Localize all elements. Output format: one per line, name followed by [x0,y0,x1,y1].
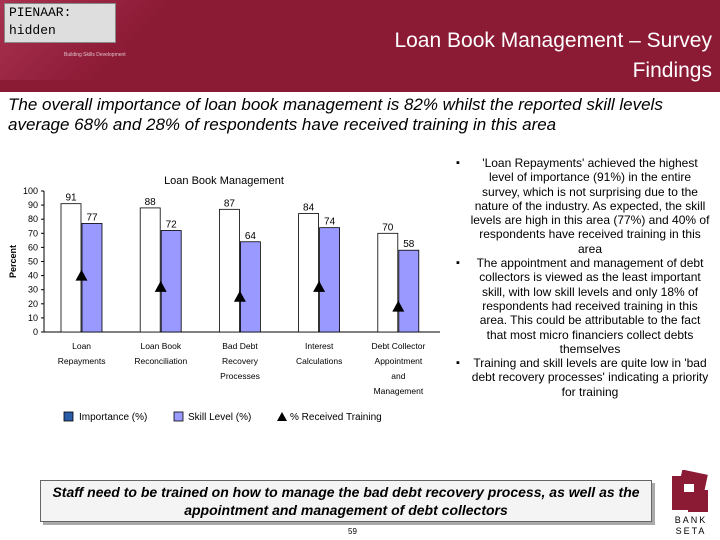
y-tick-label: 20 [28,299,38,309]
x-category-label: Processes [220,371,260,381]
finding-item: 'Loan Repayments' achieved the highest l… [456,156,710,256]
y-tick-label: 60 [28,242,38,252]
findings-list: 'Loan Repayments' achieved the highest l… [456,156,710,399]
x-category-label: Debt Collector [371,341,425,351]
x-category-label: Loan [72,341,91,351]
bar-importance [139,207,161,333]
y-tick-label: 70 [28,228,38,238]
training-marker [233,290,246,302]
data-label-importance: 91 [65,193,77,204]
y-tick-label: 0 [33,327,38,337]
bar-skill-level [160,230,182,333]
data-label-skill-level: 64 [245,231,257,242]
legend-swatch-skill-level [173,411,184,422]
y-tick-label: 100 [23,186,38,196]
comment-note: PIENAAR: hidden [4,3,116,43]
loan-book-chart: Loan Book Management Percent 0 10 20 30 40 50 60… [8,175,440,423]
x-category-label: and [391,371,405,381]
bar-importance [298,213,320,333]
training-marker [313,280,326,292]
data-label-importance: 87 [224,198,236,209]
slide-title-line1: Loan Book Management – Survey [394,29,712,52]
bar-importance [377,232,399,333]
data-label-importance: 84 [303,203,315,214]
y-tick-label: 40 [28,271,38,281]
x-category-label: Repayments [58,356,106,366]
logo-tagline: Building Skills Development [64,52,126,58]
training-marker [392,300,405,312]
y-tick-label: 90 [28,200,38,210]
bankseta-logo: BANK SETA [672,470,708,536]
data-label-importance: 70 [382,222,394,233]
data-label-skill-level: 58 [403,239,415,250]
bar-skill-level [398,249,420,333]
x-category-label: Reconciliation [134,356,187,366]
data-label-skill-level: 77 [86,212,98,223]
data-label-skill-level: 74 [324,217,336,228]
y-tick-label: 80 [28,214,38,224]
bar-importance [60,203,82,333]
data-label-importance: 88 [145,197,157,208]
conclusion-box: Staff need to be trained on how to manag… [40,480,652,522]
x-category-label: Appointment [375,356,423,366]
x-category-label: Recovery [222,356,259,366]
bankseta-logo-line1: BANK [675,515,708,525]
y-tick-label: 50 [28,257,38,267]
x-category-label: Management [374,386,424,396]
x-category-label: Bad Debt [222,341,258,351]
x-category-label: Loan Book [140,341,181,351]
finding-item: Training and skill levels are quite low … [456,356,710,399]
training-marker [75,269,88,281]
slide-title-line2: Findings [632,59,712,82]
y-axis-label: Percent [8,245,18,278]
comment-note-line2: hidden [9,23,56,38]
legend-swatch-importance [63,411,74,422]
bar-skill-level [239,241,261,333]
legend-label-importance: Importance (%) [79,412,147,423]
y-tick-label: 10 [28,313,38,323]
data-label-skill-level: 72 [166,219,178,230]
training-marker [154,280,167,292]
bar-importance [218,208,240,333]
y-tick-label: 30 [28,285,38,295]
finding-item: The appointment and management of debt c… [456,256,710,356]
x-category-label: Interest [305,341,334,351]
x-category-label: Calculations [296,356,342,366]
legend-label-skill-level: Skill Level (%) [188,412,251,423]
page-number: 59 [348,527,357,536]
intro-text: The overall importance of loan book mana… [8,95,663,134]
slide-title: Loan Book Management – Survey Findings [394,26,712,86]
comment-note-line1: PIENAAR: [9,5,72,20]
bankseta-logo-line2: SETA [676,526,707,536]
legend-marker-training [277,412,287,421]
bar-skill-level [319,227,341,333]
chart-title: Loan Book Management [164,175,284,187]
legend-label-training: % Received Training [290,412,382,423]
